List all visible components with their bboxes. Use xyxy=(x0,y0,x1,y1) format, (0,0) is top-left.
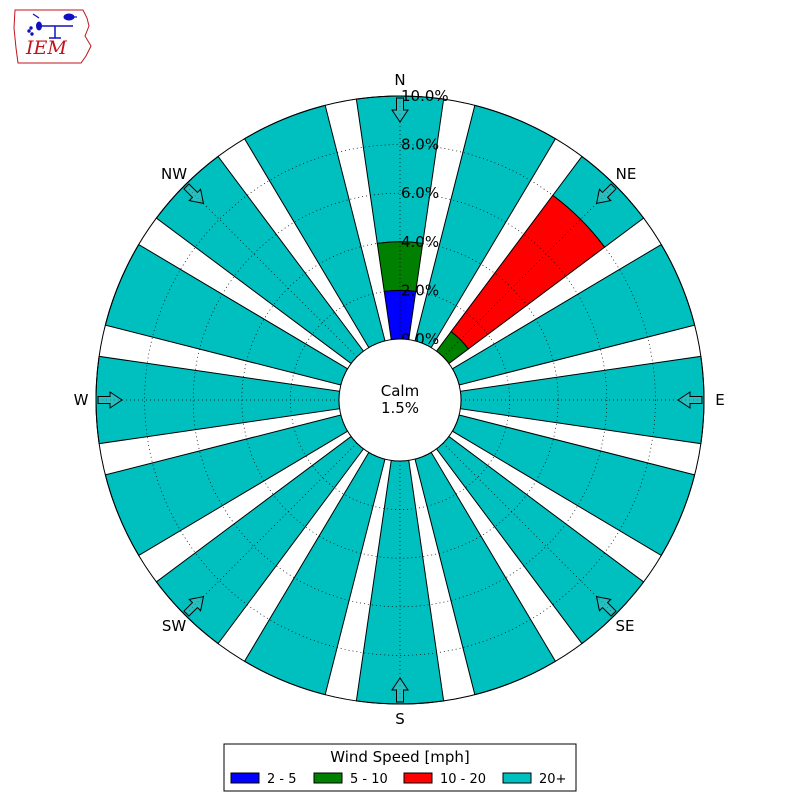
legend-item: 5 - 10 xyxy=(313,772,388,787)
wind-arrow-e xyxy=(677,391,703,409)
wind-arrow-sw xyxy=(183,595,205,617)
legend-title: Wind Speed [mph] xyxy=(330,748,470,766)
calm-indicator: Calm 1.5% xyxy=(338,338,462,462)
wind-arrow-ne xyxy=(595,183,617,205)
direction-label-n: N xyxy=(394,71,405,89)
grid-spoke xyxy=(184,442,358,616)
direction-label-ne: NE xyxy=(616,165,637,183)
weather-station-icon xyxy=(27,13,77,39)
radial-tick-label: 8.0% xyxy=(401,136,439,154)
direction-label-s: S xyxy=(395,710,405,728)
legend-swatch xyxy=(403,772,433,784)
iowa-outline xyxy=(13,9,92,64)
radial-tick-label: 6.0% xyxy=(401,184,439,202)
bars-layer xyxy=(95,95,705,705)
direction-label-w: W xyxy=(74,391,89,409)
iem-logo: IEM xyxy=(13,9,92,64)
legend-label: 2 - 5 xyxy=(267,772,297,787)
radial-tick-label: 10.0% xyxy=(401,87,449,105)
grid-spoke xyxy=(442,442,616,616)
direction-label-nw: NW xyxy=(161,165,187,183)
wind-arrow-s xyxy=(391,677,409,703)
wind-arrow-n xyxy=(391,97,409,123)
wind-arrow-nw xyxy=(183,183,205,205)
wind-arrow-se xyxy=(595,595,617,617)
radial-tick-label: 2.0% xyxy=(401,281,439,299)
grid-spoke xyxy=(184,184,358,358)
calm-label: Calm xyxy=(381,382,419,400)
outer-frame xyxy=(95,95,705,705)
legend-items: 2 - 5 5 - 10 10 - 20 20+ xyxy=(230,772,566,787)
grid-ring xyxy=(192,192,608,608)
radial-tick-label: 4.0% xyxy=(401,233,439,251)
calm-value: 1.5% xyxy=(381,399,419,417)
legend-item: 10 - 20 xyxy=(403,772,486,787)
legend-item: 20+ xyxy=(502,772,566,787)
logo-text: IEM xyxy=(25,37,67,59)
grid-ring xyxy=(144,144,656,656)
legend: Wind Speed [mph] 2 - 5 5 - 10 10 - 20 20+ xyxy=(223,743,577,792)
wind-arrow-w xyxy=(97,391,123,409)
legend-item: 2 - 5 xyxy=(230,772,297,787)
direction-label-sw: SW xyxy=(162,617,187,635)
legend-swatch xyxy=(230,772,260,784)
legend-label: 20+ xyxy=(539,772,566,787)
legend-swatch xyxy=(313,772,343,784)
grid-ring xyxy=(241,241,559,559)
direction-labels: N NE E SE S SW W NW xyxy=(74,71,725,728)
legend-label: 10 - 20 xyxy=(440,772,486,787)
legend-label: 5 - 10 xyxy=(350,772,388,787)
legend-swatch xyxy=(502,772,532,784)
direction-label-se: SE xyxy=(616,617,635,635)
direction-label-e: E xyxy=(715,391,724,409)
grid-spoke xyxy=(442,184,616,358)
calm-circle xyxy=(338,338,462,462)
